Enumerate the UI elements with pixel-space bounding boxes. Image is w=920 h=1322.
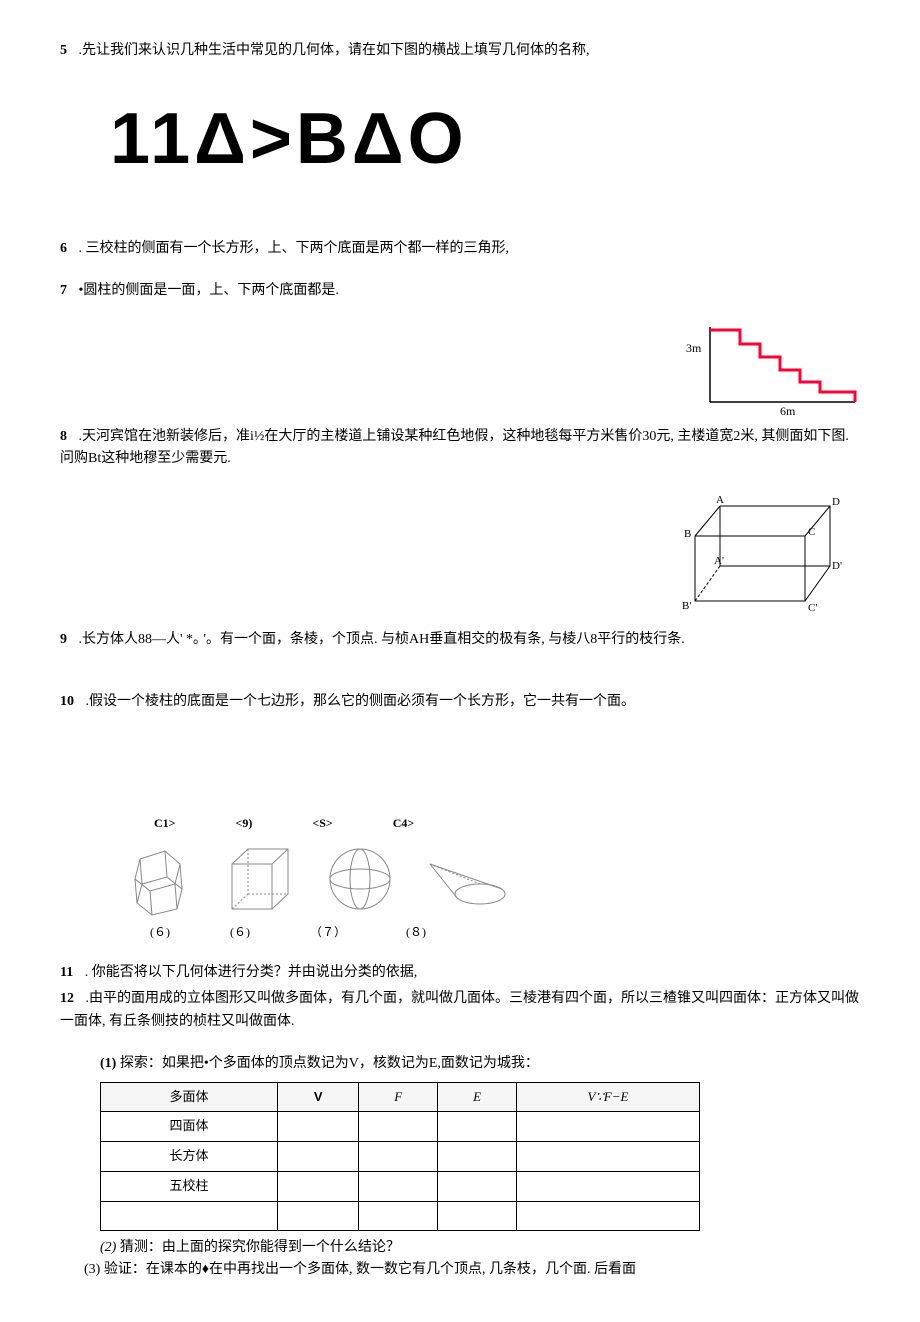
col-F: F [359,1082,438,1112]
cuboid-figure: A D B C A' D' B' C' [680,491,860,629]
svg-text:D': D' [832,560,842,572]
col-E: E [438,1082,517,1112]
question-5: 5 .先让我们来认识几种生活中常见的几何体，请在如下图的横战上填写几何体的名称, [60,40,860,62]
q10-text: .假设一个棱柱的底面是一个七边形，那么它的侧面必须有一个长方形，它一共有一个面。 [86,694,636,709]
question-8: 8 .天河宾馆在池新装修后，准i½在大厅的主楼道上铺设某种红色地假，这种地毯每平… [60,426,860,471]
shape-blabel-4: (８) [406,923,426,942]
sub-1: (1) 探索：如果把•个多面体的顶点数记为V，核数记为E,面数记为城我： [60,1053,860,1075]
svg-text:C': C' [808,602,817,614]
shape-blabel-2: (６) [230,923,250,942]
sub1-label: (1) [100,1056,116,1071]
table-body: 四面体 长方体 五校柱 [101,1112,700,1230]
question-12: 12 .由平的面用成的立体图形又叫做多面体，有几个面，就叫做几面体。三棱港有四个… [60,988,860,1033]
q7-number: 7 [60,283,67,298]
cuboid-svg: A D B C A' D' B' C' [680,491,860,621]
shape-1-hexprism [120,839,200,919]
q12-text: .由平的面用成的立体图形又叫做多面体，有几个面，就叫做几面体。三棱港有四个面，所… [60,991,859,1028]
question-6: 6 . 三校柱的侧面有一个长方形，上、下两个底面是两个都一样的三角形, [60,238,860,260]
q5-text: .先让我们来认识几种生活中常见的几何体，请在如下图的横战上填写几何体的名称, [79,43,590,58]
question-9: 9 .长方体人88—人' *｡ '。有一个面，条棱，个顶点. 与桢AH垂直相交的… [60,629,860,651]
svg-text:B': B' [682,600,691,612]
table-row [101,1201,700,1230]
q6-text: . 三校柱的侧面有一个长方形，上、下两个底面是两个都一样的三角形, [79,241,510,256]
shape-svgs-row [120,839,860,919]
sub3-label: (3) [84,1262,100,1277]
sub-2: (2) 猜测：由上面的探究你能得到一个什么结论？ [60,1237,860,1259]
shape-bottom-labels: (６) (６) （７） (８) [120,923,860,942]
sub2-label: (2) [100,1240,116,1255]
table-row: 五校柱 [101,1172,700,1202]
table-header-row: 多面体 V F E V∵F−E [101,1082,700,1112]
shape-4-cone [420,839,510,919]
staircase-figure: 3m 6m [680,322,860,425]
svg-text:D: D [832,496,840,508]
q12-number: 12 [60,991,74,1006]
q11-text: . 你能否将以下几何体进行分类？并由说出分类的依据, [85,965,418,980]
shape-2-cube [220,839,300,919]
polyhedra-table: 多面体 V F E V∵F−E 四面体 长方体 五校柱 [100,1082,700,1231]
table-row: 四面体 [101,1112,700,1142]
shapes-row: C1> <9) <S> C4> [60,814,860,942]
shape-label-4: C4> [393,814,415,833]
staircase-svg: 3m 6m [680,322,860,417]
col-VFE: V∵F−E [516,1082,699,1112]
col-V: V [278,1082,359,1112]
shape-3-sphere [320,839,400,919]
q6-number: 6 [60,241,67,256]
svg-text:A: A [716,494,724,506]
big-shapes-placeholder: 11Δ>BΔO [110,82,860,197]
table-row: 长方体 [101,1142,700,1172]
shape-top-labels: C1> <9) <S> C4> [120,814,860,833]
sub2-text: 猜测：由上面的探究你能得到一个什么结论？ [120,1240,400,1255]
q10-number: 10 [60,694,74,709]
q8-text: .天河宾馆在池新装修后，准i½在大厅的主楼道上铺设某种红色地假，这种地毯每平方米… [60,429,849,466]
col-name: 多面体 [101,1082,278,1112]
q9-text: .长方体人88—人' *｡ '。有一个面，条棱，个顶点. 与桢AH垂直相交的极有… [79,632,685,647]
shape-blabel-1: (６) [150,923,170,942]
sub1-text: 探索：如果把•个多面体的顶点数记为V，核数记为E,面数记为城我： [120,1056,539,1071]
q11-number: 11 [60,965,73,980]
stair-label-3m: 3m [686,341,702,355]
shape-blabel-3: （７） [310,923,346,942]
q5-number: 5 [60,43,67,58]
shape-label-2: <9) [236,814,253,833]
question-10: 10 .假设一个棱柱的底面是一个七边形，那么它的侧面必须有一个长方形，它一共有一… [60,691,860,713]
sub-3: (3) 验证：在课本的♦在中再找出一个多面体, 数一数它有几个顶点, 几条枝，几… [60,1259,860,1281]
svg-text:C: C [808,526,815,538]
q9-number: 9 [60,632,67,647]
stair-label-6m: 6m [780,404,796,417]
shape-label-3: <S> [312,814,332,833]
question-7: 7 •圆柱的侧面是一面，上、下两个底面都是. [60,280,860,302]
svg-text:B: B [684,528,691,540]
q8-number: 8 [60,429,67,444]
shape-label-1: C1> [154,814,176,833]
svg-text:A': A' [714,555,724,567]
question-11: 11 . 你能否将以下几何体进行分类？并由说出分类的依据, [60,962,860,984]
sub3-text: 验证：在课本的♦在中再找出一个多面体, 数一数它有几个顶点, 几条枝，几个面. … [104,1262,636,1277]
q7-text: •圆柱的侧面是一面，上、下两个底面都是. [79,283,339,298]
